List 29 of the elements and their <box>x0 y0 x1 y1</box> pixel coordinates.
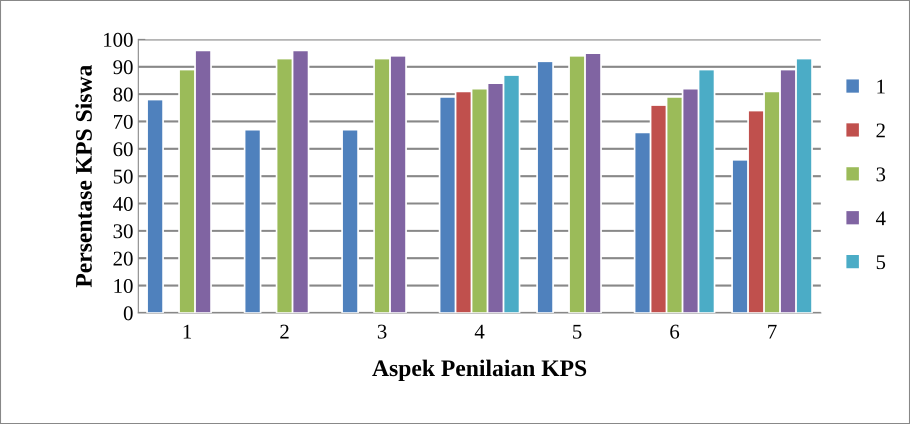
y-tick-label: 90 <box>113 60 133 74</box>
y-tick-label: 50 <box>114 170 133 184</box>
y-tick-label: 60 <box>114 142 133 156</box>
y-tick-label: 10 <box>114 278 133 293</box>
legend-label: 3 <box>876 167 886 182</box>
x-tick-label: 1 <box>184 324 192 338</box>
y-tick-label: 80 <box>113 88 133 102</box>
x-tick-label: 6 <box>670 324 680 339</box>
legend-label: 2 <box>876 123 885 138</box>
legend-label: 5 <box>876 255 886 270</box>
x-tick-label: 5 <box>573 324 582 339</box>
y-axis-title: Persentase KPS Siswa <box>75 65 92 288</box>
bar <box>341 128 359 313</box>
legend-label: 1 <box>877 80 885 94</box>
y-tick-label: 20 <box>114 252 133 266</box>
bar <box>146 98 164 313</box>
bar <box>244 128 262 313</box>
y-tick-label: 0 <box>124 306 133 320</box>
x-tick-label: 4 <box>474 324 484 338</box>
x-axis-title: Aspek Penilaian KPS <box>372 360 586 381</box>
bar <box>536 60 554 313</box>
legend-label: 4 <box>876 211 886 226</box>
x-tick-label: 2 <box>280 324 289 338</box>
x-tick-label: 3 <box>378 324 386 339</box>
x-tick-label: 7 <box>768 324 777 338</box>
y-tick-label: 100 <box>104 32 133 47</box>
y-tick-label: 40 <box>113 196 133 211</box>
y-tick-label: 70 <box>114 114 133 129</box>
y-tick-label: 30 <box>114 224 133 238</box>
